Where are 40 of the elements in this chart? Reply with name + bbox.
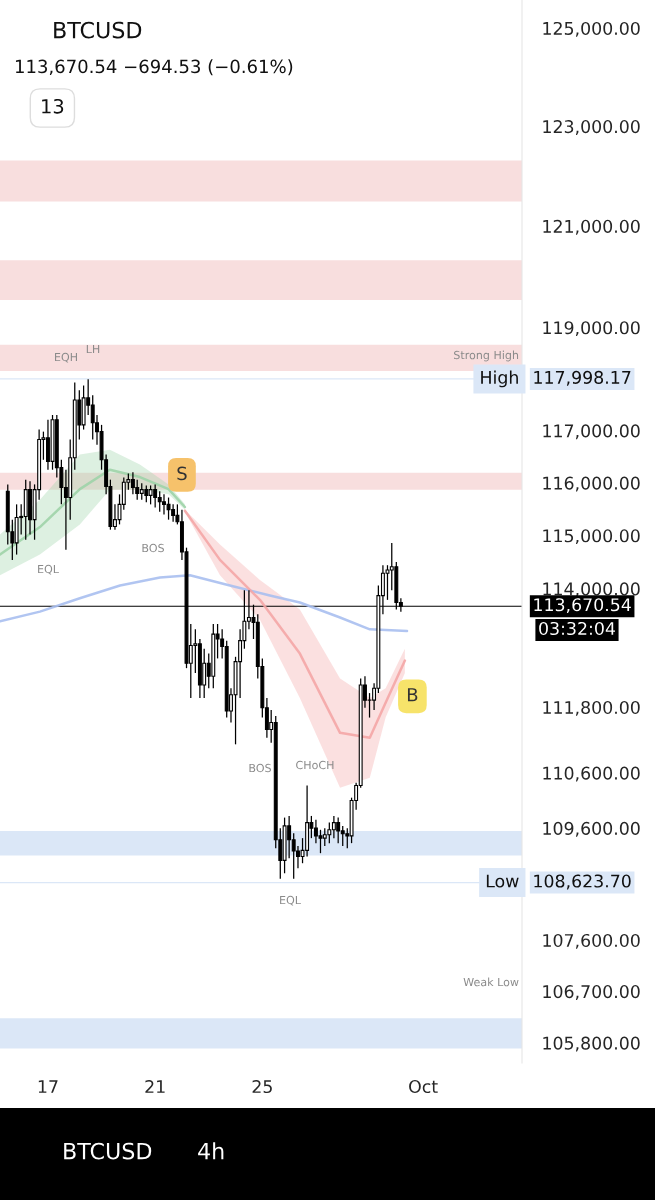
ref-line-label: High [481,370,518,388]
y-tick-label: 109,600.00 [543,821,640,837]
text: 117,998.17 [534,370,631,386]
y-tick-label: 117,000.00 [543,424,640,440]
text: 108,623.70 [534,874,631,890]
y-tick-label: 111,800.00 [543,700,640,716]
x-tick-label: Oct [409,1079,438,1094]
text: 4h [198,1142,224,1160]
y-tick-label: 115,000.00 [543,529,640,545]
annotation: Weak Low [463,977,519,987]
x-tick-label: 17 [38,1080,58,1093]
y-tick-label: 125,000.00 [543,21,640,37]
x-tick-label: 21 [145,1079,165,1093]
text: BTCUSD [64,1142,152,1160]
y-tick-label: 110,600.00 [543,766,640,782]
text: 113,670.54 [534,598,631,614]
annotation: LH [86,344,100,354]
annotation: EQH [55,352,77,363]
annotation: BOS [249,763,271,773]
text: BTCUSD [54,21,142,39]
y-tick-label: 121,000.00 [543,219,640,235]
annotation: CHoCH [296,760,334,770]
y-tick-label: 114,000.00 [543,582,640,598]
annotation: EQL [38,564,59,575]
annotation: S [177,466,187,481]
y-tick-label: 106,700.00 [543,985,640,1000]
annotation: B [407,688,418,702]
annotation: Strong High [454,350,519,362]
annotation: 13 [42,98,64,114]
y-tick-label: 105,800.00 [543,1036,640,1052]
ref-line-label: Low [486,874,519,888]
y-tick-label: 119,000.00 [543,321,640,337]
y-tick-label: 123,000.00 [543,120,640,135]
text: 03:32:04 [539,621,615,636]
annotation: EQL [280,895,301,906]
y-tick-label: 116,000.00 [543,476,640,492]
x-tick-label: 25 [252,1079,272,1094]
annotation: BOS [142,543,164,553]
text: 113,670.54 −694.53 (−0.61%) [15,59,293,76]
y-tick-label: 107,600.00 [543,933,640,949]
